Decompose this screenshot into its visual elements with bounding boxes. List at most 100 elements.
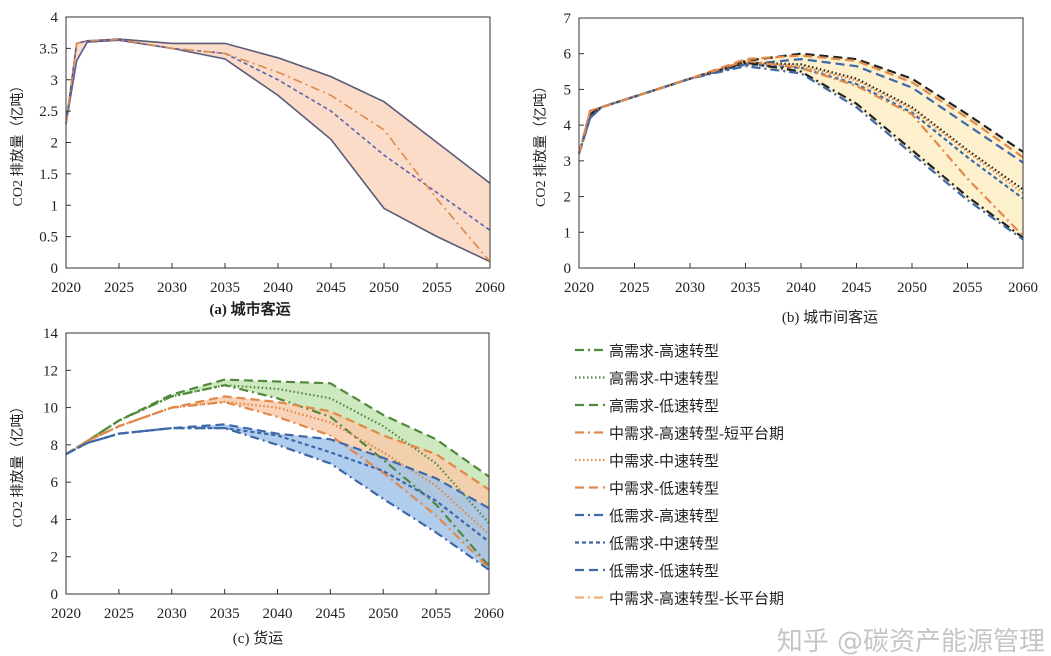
series-line: [577, 63, 1024, 200]
legend-label: 高需求-低速转型: [609, 398, 719, 415]
series-line: [577, 61, 1024, 191]
panel-c-freight: 2020 2025 2030 2035 2040 2045 2050 2055 2060 0 2 4 6…: [10, 326, 504, 647]
y-tick-label: 5: [564, 82, 572, 98]
legend-item: 中需求-高速转型-短平台期: [575, 426, 784, 443]
y-tick-label: 7: [564, 11, 572, 27]
y-tick-label: 8: [51, 438, 59, 454]
y-tick-label: 0: [564, 261, 572, 277]
x-tick-label: 2060: [474, 606, 504, 622]
y-tick-label: 2: [51, 136, 59, 152]
y-axis-label: CO2 排放量（亿吨）: [533, 79, 549, 207]
x-tick-label: 2055: [421, 606, 451, 622]
x-tick-label: 2025: [620, 280, 650, 296]
legend: 高需求-高速转型高需求-中速转型高需求-低速转型中需求-高速转型-短平台期中需求…: [575, 343, 784, 608]
y-tick-label: 4: [51, 512, 59, 528]
x-tick-label: 2035: [210, 606, 240, 622]
series-line: [65, 38, 491, 184]
series-line: [577, 65, 1024, 241]
y-tick-label: 1: [564, 225, 572, 241]
x-tick-label: 2020: [51, 606, 81, 622]
y-tick-label: 3.5: [39, 41, 58, 57]
legend-item: 中需求-中速转型: [575, 453, 719, 470]
legend-label: 中需求-中速转型: [609, 453, 719, 470]
x-tick-label: 2055: [422, 280, 452, 296]
series-line: [65, 384, 490, 524]
y-tick-label: 2: [564, 190, 572, 206]
legend-item: 中需求-低速转型: [575, 481, 719, 498]
x-tick-label: 2025: [104, 606, 134, 622]
legend-item: 高需求-低速转型: [575, 398, 719, 415]
x-tick-label: 2025: [104, 280, 134, 296]
x-tick-label: 2030: [157, 280, 187, 296]
legend-label: 低需求-高速转型: [609, 508, 719, 525]
series-line: [577, 54, 1024, 159]
legend-label: 高需求-中速转型: [609, 371, 719, 388]
series-line: [65, 423, 490, 510]
x-tick-label: 2050: [369, 280, 399, 296]
y-tick-label: 0.5: [39, 230, 58, 246]
legend-item: 中需求-高速转型-长平台期: [575, 591, 784, 608]
x-tick-label: 2035: [731, 280, 761, 296]
x-tick-label: 2040: [263, 280, 293, 296]
panel-b-intercity-passenger: 2020 2025 2030 2035 2040 2045 2050 2055 2060 0 1 2 3…: [533, 11, 1038, 326]
legend-item: 低需求-中速转型: [575, 536, 719, 553]
series-line: [577, 61, 1024, 239]
x-tick-label: 2045: [316, 280, 346, 296]
y-axis-label: CO2 排放量（亿吨）: [10, 400, 26, 528]
y-tick-label: 4: [564, 118, 572, 134]
y-tick-label: 3: [564, 154, 572, 170]
x-tick-label: 2040: [263, 606, 293, 622]
legend-label: 低需求-低速转型: [609, 563, 719, 580]
y-tick-label: 2: [51, 550, 59, 566]
y-tick-label: 1.5: [39, 167, 58, 183]
panel-title: (a) 城市客运: [209, 300, 290, 318]
y-tick-label: 0: [51, 587, 59, 603]
y-tick-label: 4: [51, 10, 59, 26]
x-tick-label: 2030: [157, 606, 187, 622]
legend-label: 中需求-高速转型-长平台期: [609, 591, 784, 608]
x-tick-label: 2045: [315, 606, 345, 622]
scenario-band: [66, 396, 489, 568]
scenario-band: [66, 424, 489, 570]
panel-a-urban-passenger: 2020 2025 2030 2035 2040 2045 2050 2055 2060 0 0.5…: [10, 10, 505, 318]
panel-title: (c) 货运: [233, 630, 283, 647]
x-tick-label: 2035: [210, 280, 240, 296]
legend-label: 低需求-中速转型: [609, 536, 719, 553]
legend-label: 中需求-高速转型-短平台期: [609, 426, 784, 443]
legend-item: 低需求-低速转型: [575, 563, 719, 580]
y-tick-label: 6: [564, 47, 572, 63]
series-line: [65, 39, 491, 231]
y-tick-label: 14: [43, 326, 59, 342]
legend-label: 高需求-高速转型: [609, 343, 719, 360]
watermark: 知乎 @碳资产能源管理: [777, 627, 1045, 656]
y-tick-label: 1: [51, 198, 59, 214]
series-line: [65, 38, 491, 263]
y-tick-label: 2.5: [39, 104, 58, 120]
x-tick-label: 2050: [897, 280, 927, 296]
x-tick-label: 2050: [368, 606, 398, 622]
x-tick-label: 2060: [1008, 280, 1038, 296]
x-tick-label: 2045: [842, 280, 872, 296]
series-line: [65, 427, 490, 543]
y-tick-label: 3: [51, 73, 59, 89]
series-line: [577, 59, 1024, 237]
x-tick-label: 2040: [786, 280, 816, 296]
series-line: [65, 427, 490, 571]
y-tick-label: 10: [43, 401, 58, 417]
y-tick-label: 0: [51, 261, 59, 277]
y-tick-label: 6: [51, 475, 59, 491]
panel-title: (b) 城市间客运: [782, 309, 878, 326]
y-tick-label: 12: [43, 363, 58, 379]
x-tick-label: 2060: [475, 280, 505, 296]
legend-item: 低需求-高速转型: [575, 508, 719, 525]
scenario-band: [579, 53, 1023, 240]
series-line: [65, 384, 490, 567]
x-tick-label: 2020: [564, 280, 594, 296]
series-line: [65, 400, 490, 569]
y-axis-label: CO2 排放量（亿吨）: [10, 79, 26, 207]
scenario-band: [66, 38, 490, 262]
legend-item: 高需求-高速转型: [575, 343, 719, 360]
x-tick-label: 2020: [51, 280, 81, 296]
